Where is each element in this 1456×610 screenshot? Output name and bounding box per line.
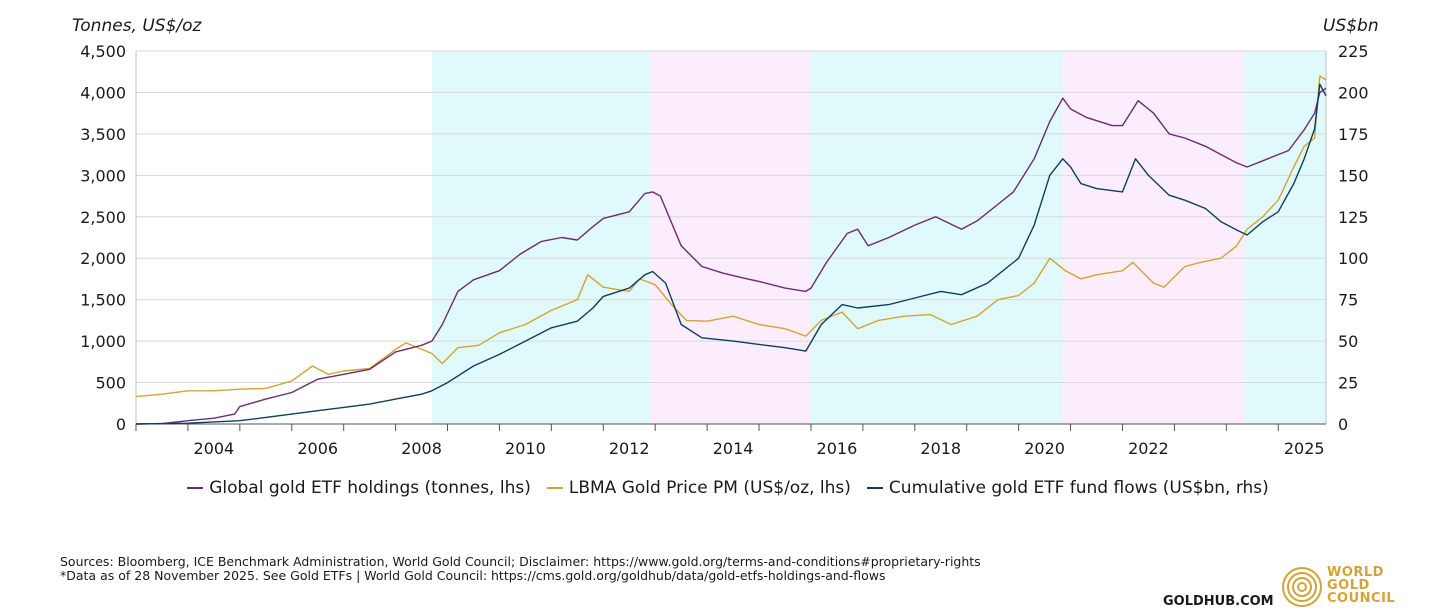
legend: Global gold ETF holdings (tonnes, lhs) L… bbox=[0, 478, 1456, 498]
x-tick-label: 2025 bbox=[1284, 439, 1325, 458]
data-date-line: *Data as of 28 November 2025. See Gold E… bbox=[60, 568, 886, 583]
legend-swatch-holdings bbox=[187, 487, 204, 489]
x-tick-label: 2016 bbox=[817, 439, 858, 458]
left-tick-label: 1,500 bbox=[80, 291, 126, 310]
right-tick-label: 225 bbox=[1338, 42, 1369, 61]
chart: 05001,0001,5002,0002,5003,0003,5004,0004… bbox=[80, 42, 1369, 458]
left-tick-label: 2,000 bbox=[80, 249, 126, 268]
x-tick-label: 2022 bbox=[1128, 439, 1169, 458]
world-gold-council-logo-icon bbox=[1282, 567, 1322, 607]
shaded-period-4 bbox=[1244, 51, 1326, 424]
left-tick-label: 0 bbox=[116, 415, 126, 434]
legend-swatch-price bbox=[546, 487, 563, 489]
left-tick-label: 4,500 bbox=[80, 42, 126, 61]
shaded-period-0 bbox=[431, 51, 651, 424]
x-tick-label: 2012 bbox=[609, 439, 650, 458]
legend-item-flows: Cumulative gold ETF fund flows (US$bn, r… bbox=[866, 478, 1269, 498]
logo-line-gold: GOLD bbox=[1327, 578, 1370, 593]
left-tick-label: 500 bbox=[95, 374, 126, 393]
x-tick-label: 2004 bbox=[194, 439, 235, 458]
logo-line-council: COUNCIL bbox=[1327, 591, 1396, 606]
series-line-1 bbox=[135, 75, 1327, 398]
x-tick-label: 2014 bbox=[713, 439, 754, 458]
x-tick-label: 2008 bbox=[401, 439, 442, 458]
left-tick-label: 3,500 bbox=[80, 125, 126, 144]
left-axis-title: Tonnes, US$/oz bbox=[72, 16, 202, 36]
right-tick-label: 25 bbox=[1338, 374, 1358, 393]
left-tick-label: 2,500 bbox=[80, 208, 126, 227]
shaded-period-2 bbox=[810, 51, 1063, 424]
x-tick-label: 2010 bbox=[505, 439, 546, 458]
legend-label-holdings: Global gold ETF holdings (tonnes, lhs) bbox=[209, 478, 531, 498]
legend-label-flows: Cumulative gold ETF fund flows (US$bn, r… bbox=[888, 478, 1269, 498]
right-tick-label: 0 bbox=[1338, 415, 1348, 434]
legend-item-holdings: Global gold ETF holdings (tonnes, lhs) bbox=[187, 478, 531, 498]
right-tick-label: 200 bbox=[1338, 83, 1369, 102]
shaded-period-1 bbox=[650, 51, 811, 424]
right-tick-label: 150 bbox=[1338, 166, 1369, 185]
series-line-0 bbox=[135, 87, 1327, 425]
right-axis-title: US$bn bbox=[1323, 16, 1379, 36]
legend-label-price: LBMA Gold Price PM (US$/oz, lhs) bbox=[568, 478, 851, 498]
series-line-2 bbox=[135, 83, 1327, 425]
x-tick-label: 2018 bbox=[920, 439, 961, 458]
sources-note: Sources: Bloomberg, ICE Benchmark Admini… bbox=[60, 555, 981, 583]
right-tick-label: 100 bbox=[1338, 249, 1369, 268]
right-tick-label: 50 bbox=[1338, 332, 1358, 351]
shaded-period-3 bbox=[1062, 51, 1245, 424]
left-tick-label: 4,000 bbox=[80, 83, 126, 102]
legend-item-price: LBMA Gold Price PM (US$/oz, lhs) bbox=[546, 478, 851, 498]
right-tick-label: 75 bbox=[1338, 291, 1358, 310]
right-tick-label: 125 bbox=[1338, 208, 1369, 227]
left-tick-label: 3,000 bbox=[80, 166, 126, 185]
right-tick-label: 175 bbox=[1338, 125, 1369, 144]
logo-line-world: WORLD bbox=[1327, 565, 1384, 580]
x-tick-label: 2006 bbox=[297, 439, 338, 458]
sources-line: Sources: Bloomberg, ICE Benchmark Admini… bbox=[60, 554, 981, 569]
left-tick-label: 1,000 bbox=[80, 332, 126, 351]
legend-swatch-flows bbox=[866, 487, 883, 489]
x-tick-label: 2020 bbox=[1024, 439, 1065, 458]
logo-wordmark: WORLD GOLD COUNCIL bbox=[1327, 565, 1396, 606]
goldhub-link[interactable]: GOLDHUB.COM bbox=[1163, 594, 1274, 609]
